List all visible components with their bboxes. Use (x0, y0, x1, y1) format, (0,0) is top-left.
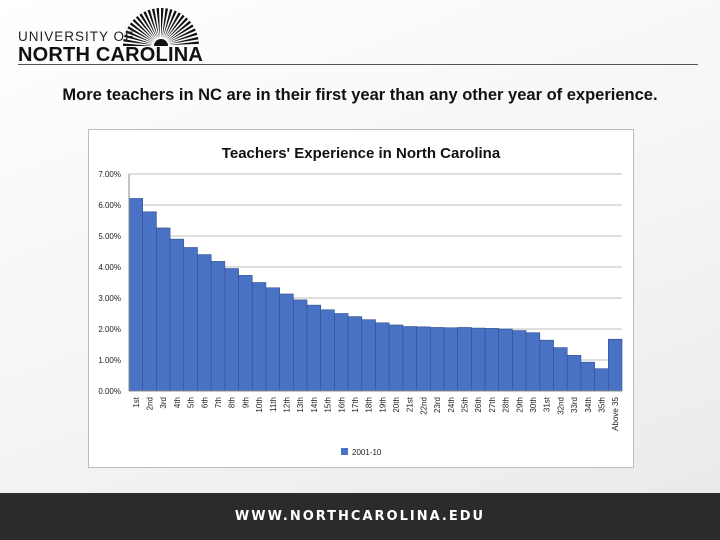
bar-4th (169, 238, 185, 392)
x-tick-label: 33rd (570, 397, 579, 413)
x-tick-label: 11th (269, 397, 278, 412)
x-tick-label: 16th (337, 397, 346, 413)
y-tick-label: 2.00% (98, 325, 121, 334)
footer-url-link[interactable]: WWW.NORTHCAROLINA.EDU (234, 509, 486, 524)
x-tick-label: 18th (365, 397, 374, 413)
x-tick-label: 17th (351, 397, 360, 413)
bar-25th (457, 327, 472, 392)
x-tick-label: 12th (282, 397, 291, 413)
bar-24th (443, 327, 458, 392)
bar-30th (525, 332, 541, 392)
footer-bar: WWW.NORTHCAROLINA.EDU (0, 493, 720, 540)
bar-29th (512, 330, 527, 392)
bar-chart: Teachers' Experience in North Carolina 0… (98, 145, 623, 457)
bar-22nd (416, 326, 431, 392)
bar-3rd (156, 227, 171, 392)
legend-label: 2001-10 (352, 448, 382, 457)
bar-2nd (142, 211, 157, 392)
x-tick-label: 29th (515, 397, 524, 413)
bar-18th (361, 319, 376, 392)
bar-32nd (553, 347, 568, 392)
x-tick-label: 2nd (146, 397, 155, 410)
bar-28th (498, 328, 513, 392)
x-tick-label: 28th (502, 397, 511, 413)
x-tick-label: 31st (543, 396, 552, 412)
x-tick-label: 26th (474, 397, 483, 413)
bar-19th (375, 322, 390, 392)
x-tick-label: 10th (255, 397, 264, 413)
bar-8th (224, 268, 239, 392)
bar-34th (580, 361, 595, 392)
slide-headline: More teachers in NC are in their first y… (62, 86, 658, 104)
bar-21st (402, 326, 417, 392)
x-tick-label: 14th (310, 397, 319, 413)
y-tick-label: 7.00% (98, 170, 121, 179)
bar-16th (334, 313, 349, 392)
x-tick-label: 6th (200, 397, 209, 408)
y-tick-label: 3.00% (98, 294, 121, 303)
bar-11th (265, 287, 280, 392)
x-tick-label: 34th (584, 397, 593, 413)
bar-12th (279, 293, 294, 392)
bar-17th (347, 316, 363, 392)
x-tick-label: 13th (296, 397, 305, 413)
y-tick-label: 0.00% (98, 387, 121, 396)
x-tick-label: 23rd (433, 397, 442, 413)
y-tick-label: 1.00% (98, 356, 121, 365)
bar-20th (388, 324, 404, 392)
x-tick-label: 27th (488, 397, 497, 413)
x-tick-label: 35th (597, 397, 606, 413)
bar-15th (320, 309, 335, 392)
logo-line-2: NORTH CAROLINA (18, 44, 204, 66)
x-tick-label: 19th (378, 397, 387, 413)
bar-9th (238, 275, 253, 392)
chart-title: Teachers' Experience in North Carolina (222, 145, 501, 162)
bar-26th (471, 327, 486, 392)
x-tick-label: 30th (529, 397, 538, 413)
university-logo: UNIVERSITY OF NORTH CAROLINA (18, 6, 208, 66)
bar-1st (128, 198, 143, 392)
bar-13th (293, 299, 308, 392)
y-tick-label: 4.00% (98, 263, 121, 272)
bar-33rd (566, 355, 582, 392)
bar-10th (251, 282, 267, 392)
bar-5th (183, 247, 198, 392)
x-tick-label: 8th (228, 397, 237, 408)
chart-container: Teachers' Experience in North Carolina 0… (88, 129, 634, 468)
bar-7th (210, 261, 226, 392)
header-divider (18, 64, 698, 65)
bar-above-35 (608, 338, 623, 392)
logo-line-1: UNIVERSITY OF (18, 29, 135, 44)
bar-14th (306, 304, 322, 392)
x-tick-label: 24th (447, 397, 456, 413)
bar-27th (484, 328, 500, 392)
x-tick-label: 32nd (556, 397, 565, 415)
sunburst-logo-icon (123, 8, 199, 46)
bar-31st (539, 339, 554, 392)
x-tick-label: 15th (324, 397, 333, 413)
x-tick-label: 9th (241, 397, 250, 408)
bar-6th (197, 254, 212, 392)
x-tick-label: 5th (187, 397, 196, 408)
x-tick-label: 22nd (419, 397, 428, 415)
x-tick-label: 3rd (159, 397, 168, 409)
x-tick-label: 25th (461, 397, 470, 413)
x-tick-label: 21st (406, 396, 415, 412)
y-tick-label: 5.00% (98, 232, 121, 241)
bar-23rd (429, 327, 445, 392)
x-tick-label: 1st (132, 396, 141, 407)
x-tick-label: Above 35 (611, 396, 620, 430)
legend-swatch (341, 448, 348, 455)
y-tick-label: 6.00% (98, 201, 121, 210)
x-tick-label: 4th (173, 397, 182, 408)
x-tick-label: 20th (392, 397, 401, 413)
x-tick-label: 7th (214, 397, 223, 408)
bar-35th (594, 368, 609, 392)
